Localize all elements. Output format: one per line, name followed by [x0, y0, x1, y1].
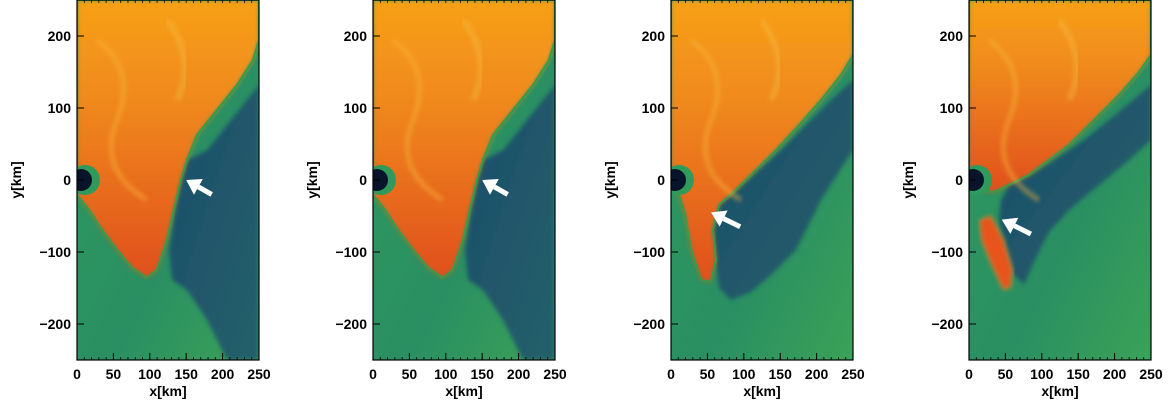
central-object — [671, 169, 686, 191]
x-tick-label: 50 — [700, 366, 716, 382]
heatmap-1 — [77, 0, 259, 360]
x-tick-label: 200 — [507, 366, 531, 382]
x-tick-label: 0 — [369, 366, 377, 382]
arrow-head — [711, 210, 728, 227]
turbulence-streak — [164, 18, 188, 102]
y-tick-label: 200 — [642, 28, 666, 44]
heatmap-3 — [671, 0, 853, 360]
x-tick-label: 150 — [175, 366, 199, 382]
x-tick-label: 100 — [732, 366, 756, 382]
cold-region — [713, 80, 853, 300]
panel-3: 0 50 100 150 200 250 200 100 0 −100 −200 x[km] y[km] — [602, 0, 865, 399]
y-axis-label: y[km] — [304, 161, 320, 198]
x-tick-label: 50 — [998, 366, 1014, 382]
panel-2: 0 50 100 150 200 250 200 100 0 −100 −200 x[km] y[km] — [304, 0, 567, 399]
arrow-shaft — [1013, 223, 1032, 237]
arrow-head — [186, 179, 203, 195]
arrow-shaft — [493, 184, 509, 197]
x-tick-label: 150 — [769, 366, 793, 382]
x-tick-label: 100 — [1030, 366, 1054, 382]
turbulence-streak — [987, 38, 1041, 203]
x-tick-label: 250 — [247, 366, 271, 382]
x-tick-label: 0 — [667, 366, 675, 382]
x-tick-label: 0 — [73, 366, 81, 382]
x-tick-label: 200 — [211, 366, 235, 382]
central-object — [969, 169, 984, 191]
hot-region — [969, 0, 1151, 192]
x-tick-label: 250 — [841, 366, 865, 382]
x-tick-label: 150 — [1067, 366, 1091, 382]
x-tick-label: 200 — [805, 366, 829, 382]
panel-4: 0 50 100 150 200 250 200 100 0 −100 −200 x[km] y[km] — [900, 0, 1163, 399]
cold-region — [169, 85, 259, 360]
x-tick-label: 50 — [106, 366, 122, 382]
y-tick-label: 0 — [359, 172, 367, 188]
x-tick-label: 150 — [471, 366, 495, 382]
x-tick-label: 200 — [1103, 366, 1127, 382]
x-axis-label: x[km] — [1041, 383, 1078, 399]
cold-region — [465, 85, 555, 360]
central-object — [373, 169, 388, 191]
arrow-head — [1001, 217, 1019, 234]
y-tick-label: −200 — [335, 316, 367, 332]
hot-strip — [978, 214, 1014, 291]
turbulence-streak — [689, 38, 743, 203]
x-tick-label: 100 — [434, 366, 458, 382]
x-axis-label: x[km] — [445, 383, 482, 399]
x-tick-label: 50 — [402, 366, 418, 382]
x-tick-label: 250 — [1139, 366, 1163, 382]
y-tick-label: 200 — [48, 28, 72, 44]
turbulence-streak — [1056, 18, 1080, 102]
y-tick-label: 100 — [940, 100, 964, 116]
y-tick-label: −100 — [633, 244, 665, 260]
y-tick-label: −100 — [931, 244, 963, 260]
turbulence-streak — [391, 38, 445, 203]
cold-region — [999, 85, 1151, 285]
y-tick-label: 200 — [940, 28, 964, 44]
turbulence-streak — [460, 18, 484, 102]
arrow-shaft — [197, 184, 213, 197]
x-tick-label: 0 — [965, 366, 973, 382]
turbulence-streak — [95, 38, 149, 203]
x-tick-label: 250 — [543, 366, 567, 382]
x-tick-label: 100 — [138, 366, 162, 382]
y-tick-label: −200 — [633, 316, 665, 332]
y-tick-label: 0 — [63, 172, 71, 188]
y-tick-label: 100 — [48, 100, 72, 116]
heatmap-4 — [969, 0, 1151, 360]
arrow-head — [482, 179, 499, 195]
arrow-shaft — [722, 216, 742, 230]
central-object — [77, 169, 92, 191]
x-axis-label: x[km] — [743, 383, 780, 399]
y-tick-label: −200 — [39, 316, 71, 332]
heatmap-2 — [373, 0, 555, 360]
y-tick-label: −100 — [39, 244, 71, 260]
y-tick-label: −100 — [335, 244, 367, 260]
front-edge — [671, 0, 853, 284]
y-tick-label: −200 — [931, 316, 963, 332]
y-axis-label: y[km] — [602, 161, 618, 198]
y-tick-label: 100 — [642, 100, 666, 116]
y-tick-label: 0 — [955, 172, 963, 188]
y-tick-label: 100 — [344, 100, 368, 116]
turbulence-streak — [758, 18, 782, 102]
y-tick-label: 0 — [657, 172, 665, 188]
y-tick-label: 200 — [344, 28, 368, 44]
front-edge — [77, 0, 259, 280]
y-axis-label: y[km] — [900, 161, 916, 198]
front-edge — [373, 0, 555, 280]
y-axis-label: y[km] — [8, 161, 24, 198]
x-axis-label: x[km] — [149, 383, 186, 399]
panel-1: 0 50 100 150 200 250 200 100 0 −100 −200 x[km] y[km] — [8, 0, 271, 399]
